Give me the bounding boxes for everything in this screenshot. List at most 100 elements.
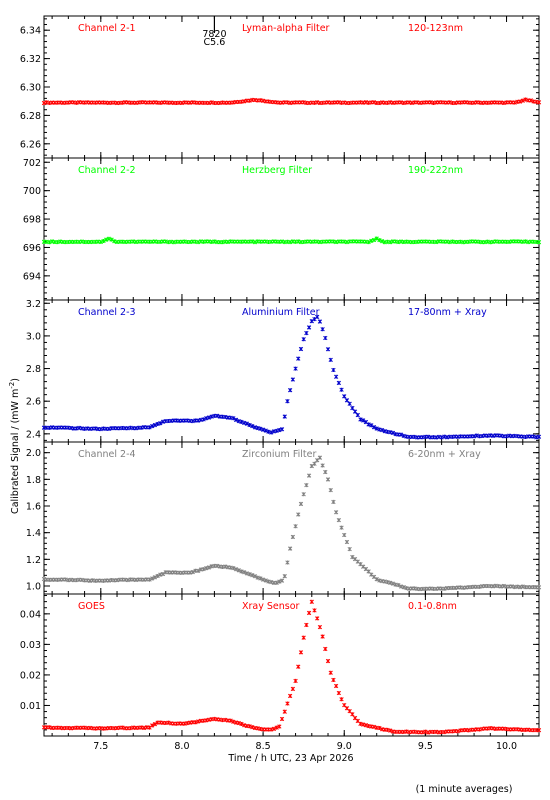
data-point	[282, 574, 287, 579]
y-tick-label: 3.2	[26, 299, 41, 310]
y-tick-label: 1.8	[26, 475, 41, 486]
data-point	[298, 650, 304, 655]
y-axis-label: Calibrated Signal / (mW m-2)	[8, 378, 21, 514]
series-points	[41, 236, 542, 245]
data-point	[371, 425, 377, 430]
data-point	[320, 634, 325, 639]
data-point	[328, 357, 333, 363]
data-point	[152, 722, 158, 727]
panel-channel-label: Channel 2-1	[78, 23, 136, 34]
y-axis-label-close: )	[10, 378, 21, 382]
panel-filter-label: Herzberg Filter	[242, 165, 312, 176]
data-point	[150, 576, 155, 581]
data-point	[304, 483, 309, 488]
series-points	[41, 455, 542, 592]
data-point	[320, 463, 325, 468]
data-point	[315, 616, 320, 621]
data-point	[242, 570, 247, 575]
y-tick-label: 696	[23, 243, 41, 254]
data-point	[339, 387, 344, 392]
panel-channel-label: GOES	[78, 601, 105, 612]
data-point	[260, 427, 266, 432]
data-point	[247, 724, 252, 729]
data-point	[250, 573, 255, 578]
series-points	[41, 599, 542, 735]
y-tick-label: 6.26	[20, 139, 41, 150]
data-point	[342, 532, 347, 538]
data-point	[301, 492, 306, 497]
data-point	[309, 599, 314, 604]
data-point	[333, 510, 339, 515]
data-point	[339, 697, 344, 702]
data-point	[304, 330, 309, 336]
data-point	[317, 455, 323, 460]
data-point	[520, 98, 525, 103]
data-point	[277, 579, 282, 584]
data-point	[296, 356, 301, 361]
footnote: (1 minute averages)	[416, 784, 513, 795]
data-point	[287, 388, 293, 393]
data-point	[296, 664, 301, 669]
data-point	[150, 723, 155, 728]
data-point	[374, 577, 379, 582]
data-point	[252, 574, 258, 579]
panel-frame	[43, 15, 540, 159]
x-tick-label: 9.0	[337, 741, 352, 752]
data-point	[317, 624, 323, 630]
panel-band-label: 17-80nm + Xray	[408, 307, 487, 318]
data-point	[536, 728, 542, 733]
y-tick-label: 1.0	[26, 582, 41, 593]
event-marker-label-bottom: C5.6	[204, 37, 226, 48]
data-point	[312, 461, 317, 466]
data-point	[293, 524, 298, 529]
y-tick-label: 6.30	[20, 83, 41, 94]
data-point	[336, 380, 341, 386]
data-point	[285, 399, 290, 404]
data-point	[206, 565, 212, 570]
data-point	[528, 98, 534, 103]
data-point	[285, 701, 290, 706]
y-tick-label: 0.04	[20, 609, 41, 620]
data-point	[296, 512, 301, 517]
data-point	[328, 487, 333, 493]
data-point	[325, 658, 331, 664]
data-point	[293, 678, 298, 684]
panel-channel-label: Channel 2-2	[78, 165, 136, 176]
panel-channel-label: Channel 2-3	[78, 307, 136, 318]
data-point	[301, 635, 306, 640]
data-point	[374, 236, 379, 241]
data-point	[274, 725, 279, 730]
data-point	[323, 335, 328, 341]
data-point	[315, 314, 320, 320]
data-point	[347, 546, 352, 552]
data-point	[247, 422, 252, 428]
data-point	[325, 477, 331, 482]
data-point	[333, 374, 339, 379]
data-point	[331, 367, 336, 373]
data-point	[101, 238, 106, 244]
data-point	[233, 417, 239, 422]
x-tick-label: 9.5	[418, 741, 433, 752]
data-point	[388, 728, 393, 733]
data-point	[206, 415, 212, 420]
data-point	[228, 718, 233, 723]
data-point	[350, 712, 355, 717]
panel-5: 0.01 0.02 0.03 0.04 GOES Xray Sensor 0.1-0.8nm…	[20, 593, 542, 752]
x-axis-label: Time / h UTC, 23 Apr 2026	[227, 753, 353, 764]
y-tick-label: 0.01	[20, 701, 41, 712]
event-marker: 7820 C5.6	[202, 16, 227, 48]
data-point	[98, 239, 103, 245]
y-tick-label: 698	[23, 215, 41, 226]
data-point	[347, 401, 352, 406]
data-point	[293, 366, 298, 371]
data-point	[263, 578, 268, 583]
data-point	[282, 709, 287, 714]
data-point	[152, 422, 158, 428]
data-point	[158, 421, 163, 426]
y-tick-label: 1.6	[26, 502, 41, 513]
y-tick-label: 0.02	[20, 670, 41, 681]
data-point	[287, 693, 293, 699]
data-point	[201, 566, 206, 572]
data-point	[536, 585, 542, 590]
